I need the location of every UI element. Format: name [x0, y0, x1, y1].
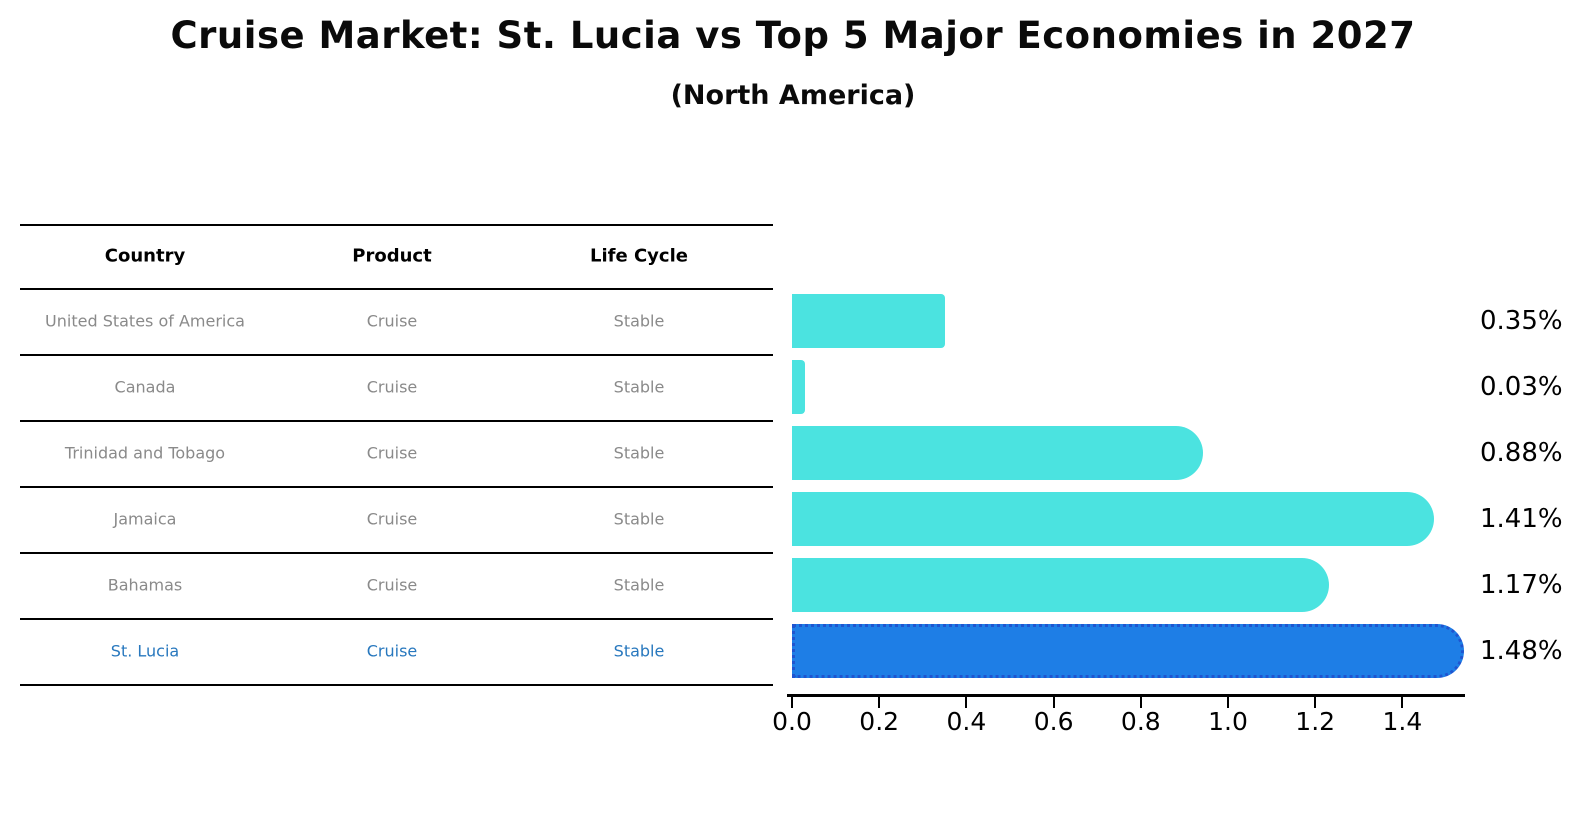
lifecycle-cell: Stable — [613, 509, 665, 529]
x-tick-label: 0.2 — [859, 707, 900, 736]
x-tick-label: 0.8 — [1120, 707, 1161, 736]
value-bar — [792, 426, 1203, 480]
lifecycle-cell: Stable — [613, 311, 665, 331]
table-row-line — [20, 684, 773, 686]
x-tick-label: 0.6 — [1033, 707, 1074, 736]
x-tick — [965, 697, 968, 708]
table-row-line — [20, 552, 773, 554]
lifecycle-cell: Stable — [613, 575, 665, 595]
x-tick — [878, 697, 881, 708]
chart-title: Cruise Market: St. Lucia vs Top 5 Major … — [170, 14, 1416, 57]
value-label: 1.41% — [1480, 504, 1563, 534]
lifecycle-cell: Stable — [613, 641, 665, 661]
x-tick — [1139, 697, 1142, 708]
value-label: 0.88% — [1480, 438, 1563, 468]
header-cell-lifecycle: Life Cycle — [590, 245, 688, 267]
value-bar — [792, 558, 1329, 612]
country-cell: United States of America — [45, 311, 245, 331]
table-row-line — [20, 354, 773, 356]
value-label: 1.48% — [1480, 636, 1563, 666]
x-axis-line — [787, 694, 1465, 697]
product-cell: Cruise — [366, 311, 418, 331]
table-row-line — [20, 618, 773, 620]
header-cell-product: Product — [352, 245, 432, 267]
chart-subtitle: (North America) — [670, 80, 916, 111]
product-cell: Cruise — [366, 641, 418, 661]
product-cell: Cruise — [366, 575, 418, 595]
country-cell: Canada — [114, 377, 176, 397]
country-cell: Jamaica — [113, 509, 177, 529]
product-cell: Cruise — [366, 377, 418, 397]
table-row-line — [20, 420, 773, 422]
x-tick-label: 1.0 — [1208, 707, 1248, 736]
x-tick — [791, 697, 793, 708]
country-cell: Trinidad and Tobago — [64, 443, 226, 463]
x-tick — [1227, 697, 1229, 708]
table-row-line — [20, 486, 773, 488]
value-label: 0.03% — [1480, 372, 1563, 402]
table-row-line — [20, 288, 773, 290]
country-cell: Bahamas — [107, 575, 183, 595]
value-label: 0.35% — [1480, 306, 1563, 336]
value-bar — [792, 492, 1434, 546]
value-label: 1.17% — [1480, 570, 1563, 600]
x-tick — [1401, 697, 1404, 708]
x-tick-label: 1.4 — [1382, 707, 1423, 736]
x-tick — [1314, 697, 1317, 708]
x-tick-label: 1.2 — [1295, 707, 1336, 736]
lifecycle-cell: Stable — [613, 443, 665, 463]
x-tick — [1052, 697, 1055, 708]
product-cell: Cruise — [366, 443, 418, 463]
product-cell: Cruise — [366, 509, 418, 529]
value-bar — [792, 360, 805, 414]
table-row-line — [20, 224, 773, 226]
lifecycle-cell: Stable — [613, 377, 665, 397]
x-tick-label: 0.4 — [946, 707, 987, 736]
header-cell-country: Country — [104, 245, 186, 267]
x-tick-label: 0.0 — [772, 707, 812, 736]
value-bar — [792, 624, 1464, 678]
value-bar — [792, 294, 945, 348]
country-cell: St. Lucia — [110, 641, 180, 661]
